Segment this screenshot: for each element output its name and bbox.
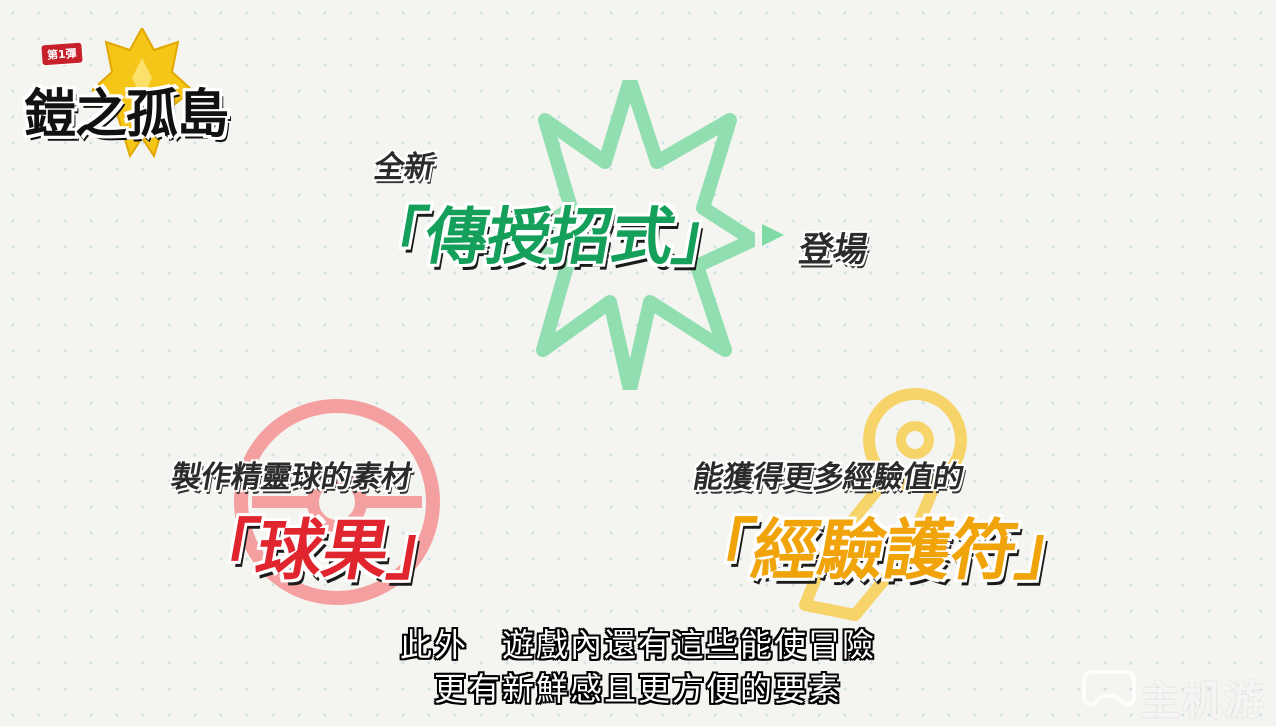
charm-caption: 能獲得更多經驗值的 [690,460,967,495]
crown-shield-icon [92,28,192,158]
pokeball-icon [234,399,440,605]
subtitle-line-2: 更有新鮮感且更方便的要素 [433,670,842,708]
arrow-right-icon [762,224,784,246]
subtitle-line-1: 此外 遊戲內還有這些能使冒險 [399,626,876,664]
exp-charm-icon [799,388,967,621]
controller-icon [1082,670,1136,707]
watermark-text: 主机游 [1140,678,1266,724]
moves-highlight: 「傳授招式」 [357,200,743,273]
berries-caption: 製作精靈球的素材 [168,460,415,495]
charm-highlight: 「經驗護符」 [680,512,1090,589]
logo-title: 鎧之孤島 [24,85,229,145]
game-logo: 第1彈 鎧之孤島 [22,28,272,158]
berries-highlight: 「球果」 [184,512,462,589]
moves-intro-label: 全新 [371,150,438,185]
moves-suffix-label: 登場 [795,230,871,270]
logo-badge: 第1彈 [41,42,83,66]
starburst-icon [525,80,755,390]
